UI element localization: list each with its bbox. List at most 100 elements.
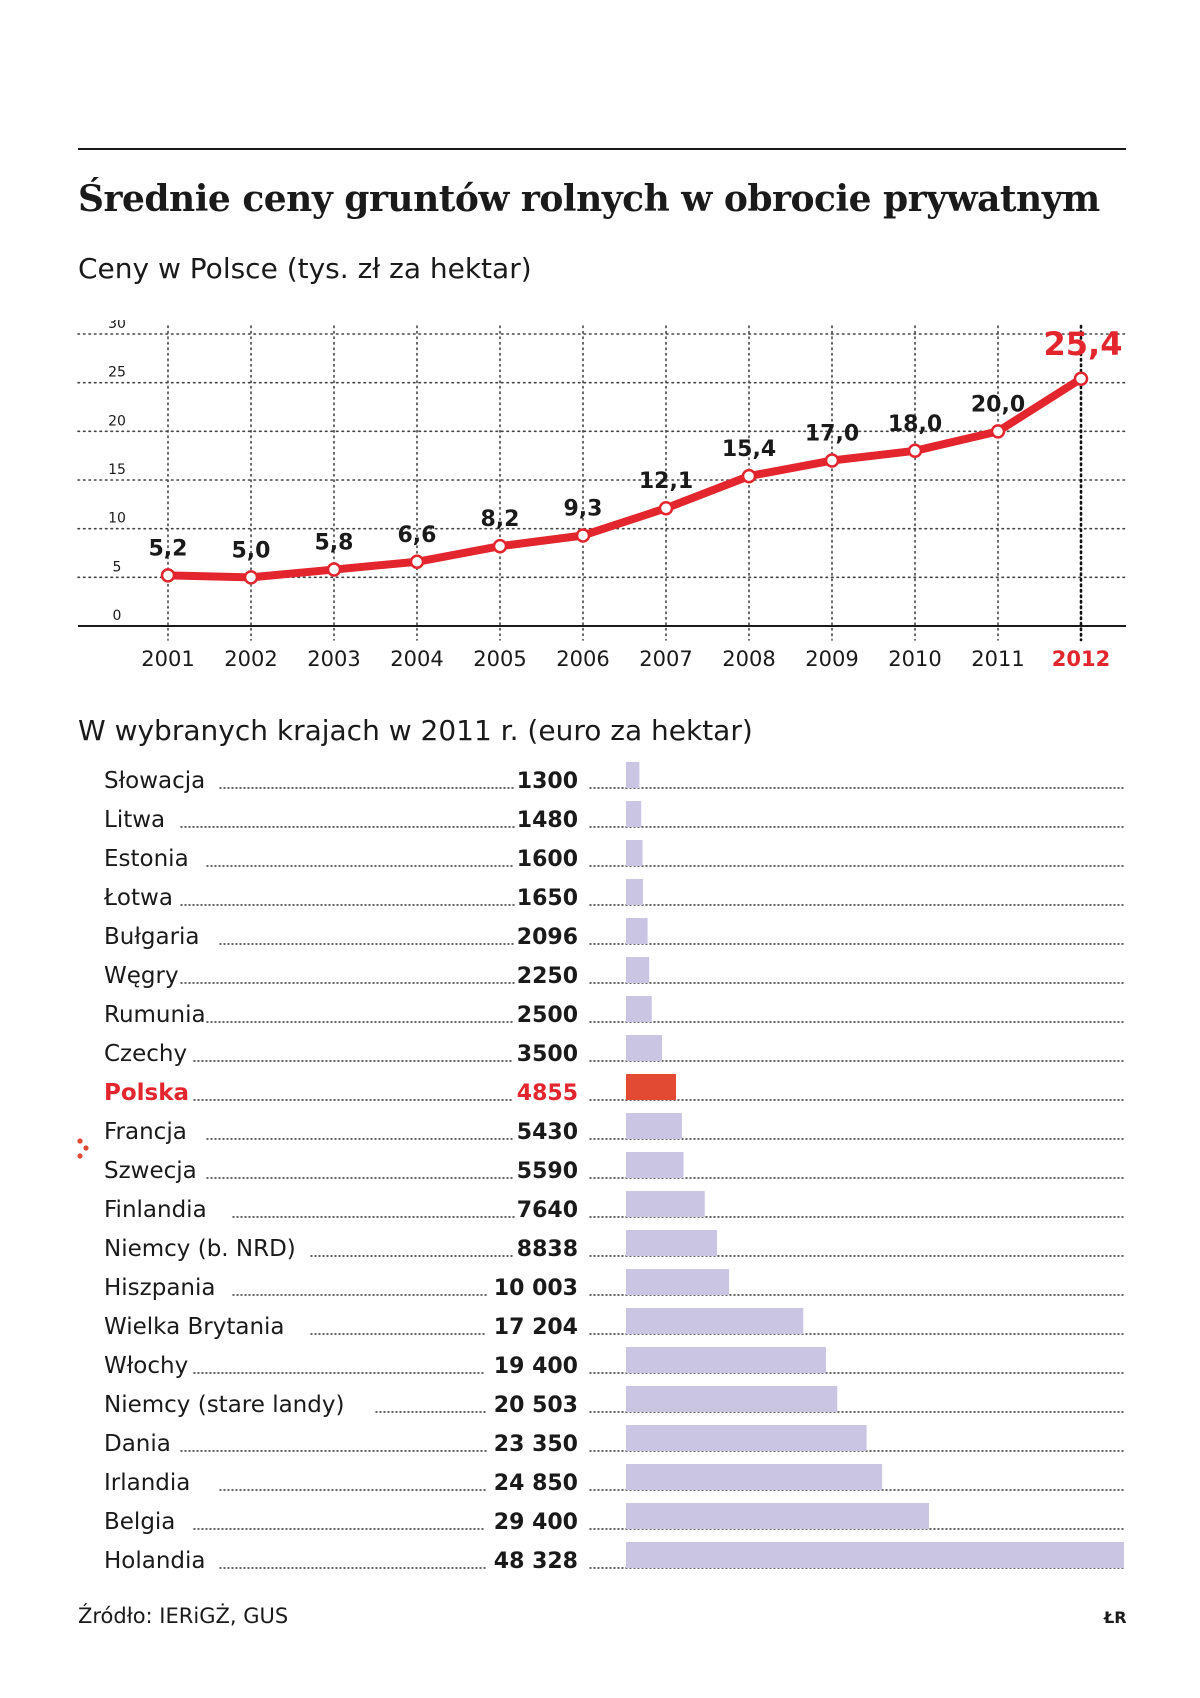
category-label: Irlandia	[104, 1470, 190, 1496]
data-point	[741, 468, 757, 484]
category-label: Polska	[104, 1080, 189, 1106]
x-tick-label: 2008	[722, 647, 775, 671]
value-label: 1480	[517, 808, 578, 833]
data-point	[907, 443, 923, 459]
value-label: 2250	[517, 964, 578, 989]
author-credit: ŁR	[1104, 1608, 1127, 1627]
data-label: 20,0	[971, 392, 1025, 417]
bar	[626, 996, 652, 1022]
value-label: 1600	[517, 847, 578, 872]
data-label: 5,0	[232, 538, 271, 563]
value-label: 20 503	[494, 1393, 578, 1418]
y-tick-label: 30	[108, 320, 126, 332]
value-label: 3500	[517, 1042, 578, 1067]
decorative-dot	[77, 1138, 83, 1144]
category-label: Francja	[104, 1119, 187, 1145]
category-label: Dania	[104, 1431, 171, 1457]
bar	[626, 1386, 838, 1412]
data-label: 9,3	[564, 496, 603, 521]
data-point	[160, 568, 176, 583]
x-tick-label: 2005	[473, 647, 526, 671]
x-tick-label: 2006	[556, 647, 609, 671]
data-label: 25,4	[1044, 325, 1123, 363]
decorative-dot	[77, 1153, 83, 1159]
value-label: 2500	[517, 1003, 578, 1028]
data-point	[326, 562, 342, 577]
bar	[626, 918, 648, 944]
decorative-dot	[83, 1145, 89, 1151]
bar	[626, 1347, 826, 1373]
category-label: Czechy	[104, 1041, 187, 1067]
bar	[626, 801, 642, 827]
bar-chart-subtitle: W wybranych krajach w 2011 r. (euro za h…	[78, 714, 753, 747]
bar-chart: Słowacja 1300 Litwa 1480 Estonia 1600 Łotwa 165…	[77, 762, 1125, 1574]
data-label: 8,2	[481, 507, 520, 532]
chart-title: Średnie ceny gruntów rolnych w obrocie p…	[78, 178, 1100, 220]
data-point	[990, 424, 1006, 439]
data-label: 6,6	[398, 523, 437, 548]
bar	[626, 1464, 883, 1490]
value-label: 7640	[517, 1198, 578, 1223]
data-point	[824, 453, 840, 468]
x-tick-label: 2012	[1052, 647, 1110, 671]
bar	[626, 957, 650, 983]
x-tick-label: 2001	[141, 647, 194, 671]
source-note: Źródło: IERiGŻ, GUS	[78, 1604, 289, 1628]
x-tick-label: 2004	[390, 647, 443, 671]
bar	[626, 1191, 705, 1217]
x-tick-label: 2007	[639, 647, 692, 671]
bar	[626, 1308, 804, 1334]
data-label: 18,0	[888, 412, 942, 437]
bar	[626, 1269, 730, 1295]
value-label: 23 350	[494, 1432, 578, 1457]
category-label: Szwecja	[104, 1158, 197, 1184]
data-point	[409, 554, 425, 570]
bar	[626, 879, 644, 905]
bar	[626, 1113, 682, 1139]
data-point	[1073, 371, 1089, 387]
category-label: Niemcy (b. NRD)	[104, 1236, 296, 1262]
y-tick-label: 15	[108, 462, 126, 478]
category-label: Litwa	[104, 807, 165, 833]
data-label: 12,1	[639, 469, 693, 494]
category-label: Belgia	[104, 1509, 175, 1535]
category-label: Hiszpania	[104, 1275, 216, 1301]
x-tick-label: 2009	[805, 647, 858, 671]
value-label: 4855	[517, 1081, 578, 1106]
bar	[626, 1230, 718, 1256]
category-label: Węgry	[104, 963, 179, 989]
y-tick-label: 0	[113, 608, 122, 624]
data-label: 17,0	[805, 422, 859, 447]
data-point	[243, 570, 259, 585]
bar	[626, 840, 643, 866]
y-tick-label: 5	[113, 559, 122, 575]
value-label: 17 204	[494, 1315, 578, 1340]
top-rule	[78, 148, 1126, 150]
value-label: 19 400	[494, 1354, 578, 1379]
category-label: Łotwa	[103, 885, 173, 911]
category-label: Włochy	[104, 1353, 188, 1379]
x-tick-label: 2010	[888, 647, 941, 671]
data-label: 15,4	[722, 437, 776, 462]
bar	[626, 1542, 1124, 1568]
bar	[626, 1425, 867, 1451]
data-label: 5,2	[149, 536, 188, 561]
value-label: 2096	[517, 925, 578, 950]
value-label: 29 400	[494, 1510, 578, 1535]
category-label: Rumunia	[104, 1002, 206, 1028]
value-label: 1650	[517, 886, 578, 911]
category-label: Wielka Brytania	[104, 1314, 285, 1340]
bar	[626, 1035, 663, 1061]
category-label: Finlandia	[104, 1197, 207, 1223]
y-tick-label: 25	[108, 365, 126, 381]
data-point	[658, 500, 674, 516]
bar	[626, 1152, 684, 1178]
value-label: 24 850	[494, 1471, 578, 1496]
category-label: Estonia	[104, 846, 189, 872]
category-label: Niemcy (stare landy)	[104, 1392, 344, 1418]
series-line	[164, 374, 1085, 582]
bar	[626, 1503, 929, 1529]
value-label: 8838	[517, 1237, 578, 1262]
category-label: Słowacja	[104, 768, 205, 794]
value-label: 5430	[517, 1120, 578, 1145]
